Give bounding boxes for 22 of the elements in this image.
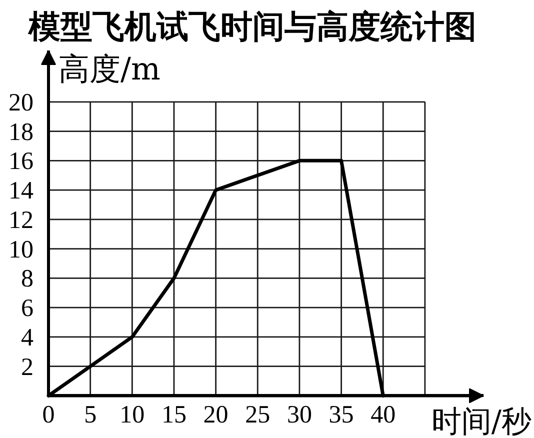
y-tick-label: 16	[8, 148, 34, 176]
x-tick-label: 35	[328, 402, 354, 429]
y-tick-label: 18	[8, 118, 34, 146]
y-tick-label: 20	[8, 89, 34, 116]
x-tick-label: 10	[120, 402, 145, 429]
y-tick-label: 6	[21, 295, 34, 322]
y-tick-label: 10	[8, 236, 34, 264]
y-axis-title: 高度/m	[58, 52, 160, 88]
y-tick-label: 2	[21, 354, 34, 381]
y-tick-label: 8	[21, 266, 34, 293]
y-tick-label: 12	[8, 206, 34, 234]
x-tick-label: 30	[286, 402, 312, 429]
x-tick-label: 0	[42, 402, 55, 429]
y-tick-label: 4	[21, 324, 34, 352]
x-tick-label: 15	[161, 402, 186, 429]
chart-title: 模型飞机试飞时间与高度统计图	[28, 8, 476, 46]
x-tick-label: 25	[245, 402, 270, 429]
x-tick-label: 5	[84, 402, 97, 429]
x-tick-label: 40	[370, 402, 396, 429]
x-axis-title: 时间/秒	[431, 404, 532, 438]
y-tick-label: 14	[8, 178, 34, 205]
x-tick-label: 20	[203, 402, 228, 429]
